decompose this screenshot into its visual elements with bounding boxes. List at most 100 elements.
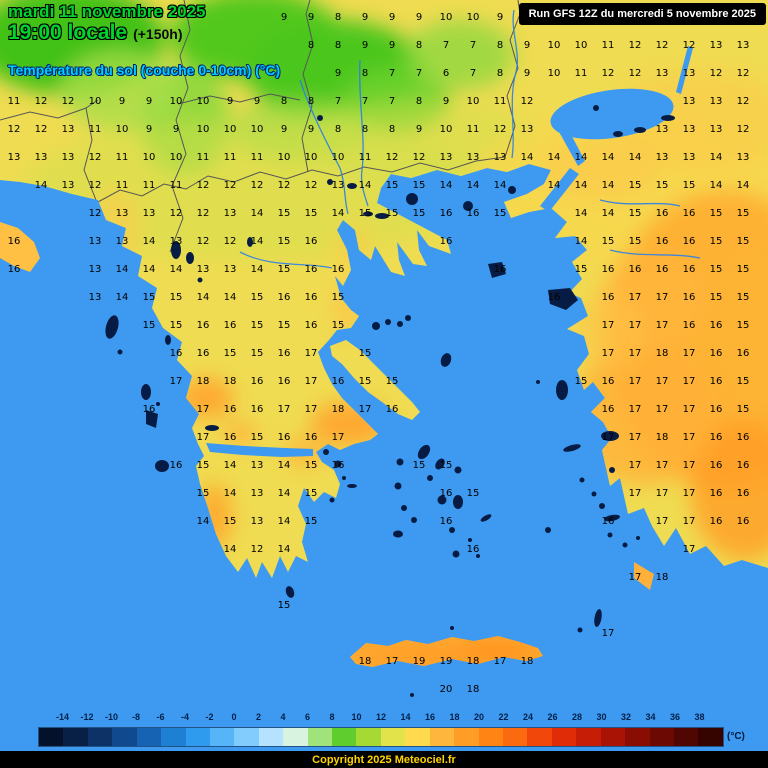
temp-value: 16 — [656, 208, 669, 219]
temp-value: 13 — [8, 152, 21, 163]
temp-value: 17 — [656, 516, 669, 527]
temp-value: 16 — [737, 488, 750, 499]
temp-value: 15 — [467, 488, 480, 499]
temp-value: 7 — [389, 96, 395, 107]
temp-value: 16 — [602, 516, 615, 527]
temp-value: 9 — [335, 68, 341, 79]
scale-tick-label: 34 — [645, 712, 656, 722]
temp-value: 12 — [386, 152, 399, 163]
temp-value: 14 — [278, 460, 291, 471]
temp-value: 15 — [143, 292, 156, 303]
temp-value: 15 — [413, 208, 426, 219]
islands — [105, 105, 640, 697]
temp-value: 8 — [362, 68, 368, 79]
temp-value: 8 — [308, 96, 314, 107]
temp-value: 11 — [494, 96, 507, 107]
temp-value: 13 — [710, 96, 723, 107]
temp-value: 14 — [251, 236, 264, 247]
temp-value: 16 — [440, 208, 453, 219]
temp-value: 10 — [251, 124, 264, 135]
scale-tick-label: -8 — [131, 712, 141, 722]
temp-value: 15 — [170, 292, 183, 303]
temp-value: 13 — [440, 152, 453, 163]
temp-value: 16 — [8, 236, 21, 247]
scale-tick-label: 16 — [424, 712, 436, 722]
temp-value: 13 — [737, 40, 750, 51]
temp-value: 12 — [683, 40, 696, 51]
temp-value: 14 — [440, 180, 453, 191]
temp-value: 7 — [470, 68, 476, 79]
temp-value: 8 — [335, 124, 341, 135]
temp-value: 9 — [524, 68, 530, 79]
temp-value: 13 — [332, 180, 345, 191]
temp-value: 13 — [251, 516, 264, 527]
temp-value: 15 — [332, 292, 345, 303]
temp-value: 14 — [494, 180, 507, 191]
country-borders — [0, 0, 521, 253]
temp-value: 18 — [197, 376, 210, 387]
temp-value: 15 — [251, 348, 264, 359]
temp-value: 17 — [656, 460, 669, 471]
temp-value: 9 — [227, 96, 233, 107]
temp-value: 14 — [548, 152, 561, 163]
temp-value: 15 — [305, 208, 318, 219]
temp-value: 16 — [278, 376, 291, 387]
temp-value: 11 — [89, 124, 102, 135]
temp-value: 12 — [224, 180, 237, 191]
temp-value: 17 — [629, 348, 642, 359]
temp-value: 9 — [308, 124, 314, 135]
copyright-link[interactable]: Copyright 2025 Meteociel.fr — [312, 753, 456, 766]
scale-tick-label: 18 — [449, 712, 460, 722]
temp-value: 15 — [737, 208, 750, 219]
scale-tick-label: 0 — [231, 712, 237, 722]
temp-value: 7 — [416, 68, 422, 79]
temp-value: 15 — [440, 460, 453, 471]
temp-value: 14 — [224, 488, 237, 499]
temp-value: 15 — [278, 236, 291, 247]
temp-value: 15 — [737, 292, 750, 303]
scale-color-cell — [63, 728, 88, 746]
temp-value: 13 — [710, 124, 723, 135]
temp-value: 14 — [143, 236, 156, 247]
temp-value: 15 — [278, 600, 291, 611]
temp-value: 14 — [575, 236, 588, 247]
temp-value: 14 — [251, 208, 264, 219]
temp-value: 11 — [224, 152, 237, 163]
temp-value: 14 — [575, 180, 588, 191]
temp-value: 17 — [602, 432, 615, 443]
temp-value: 15 — [143, 320, 156, 331]
temp-value: 16 — [305, 292, 318, 303]
scale-tick-label: -4 — [180, 712, 190, 722]
temp-value: 12 — [89, 152, 102, 163]
temp-value: 17 — [629, 404, 642, 415]
temp-value: 16 — [440, 236, 453, 247]
temp-value: 13 — [683, 152, 696, 163]
scale-tick-label: 4 — [280, 712, 286, 722]
temp-value: 7 — [389, 68, 395, 79]
temp-value: 16 — [170, 460, 183, 471]
temp-value: 16 — [602, 376, 615, 387]
temp-value: 17 — [683, 460, 696, 471]
temp-value: 8 — [335, 12, 341, 23]
temp-value: 12 — [8, 124, 21, 135]
temp-value: 15 — [251, 320, 264, 331]
temp-value: 14 — [278, 488, 291, 499]
temp-value: 15 — [575, 376, 588, 387]
temp-value: 16 — [683, 320, 696, 331]
temp-value: 9 — [443, 96, 449, 107]
temp-value: 11 — [116, 180, 129, 191]
temp-value: 17 — [629, 320, 642, 331]
lakes — [165, 115, 675, 473]
temp-value: 15 — [710, 292, 723, 303]
temp-value: 10 — [467, 12, 480, 23]
temp-value: 15 — [494, 208, 507, 219]
temp-value: 16 — [170, 348, 183, 359]
scale-color-cell — [673, 728, 699, 746]
temp-value: 12 — [197, 236, 210, 247]
temp-value: 13 — [35, 152, 48, 163]
temp-value: 17 — [359, 404, 372, 415]
temp-value: 15 — [305, 488, 318, 499]
temp-value: 16 — [197, 348, 210, 359]
temp-value: 13 — [737, 152, 750, 163]
